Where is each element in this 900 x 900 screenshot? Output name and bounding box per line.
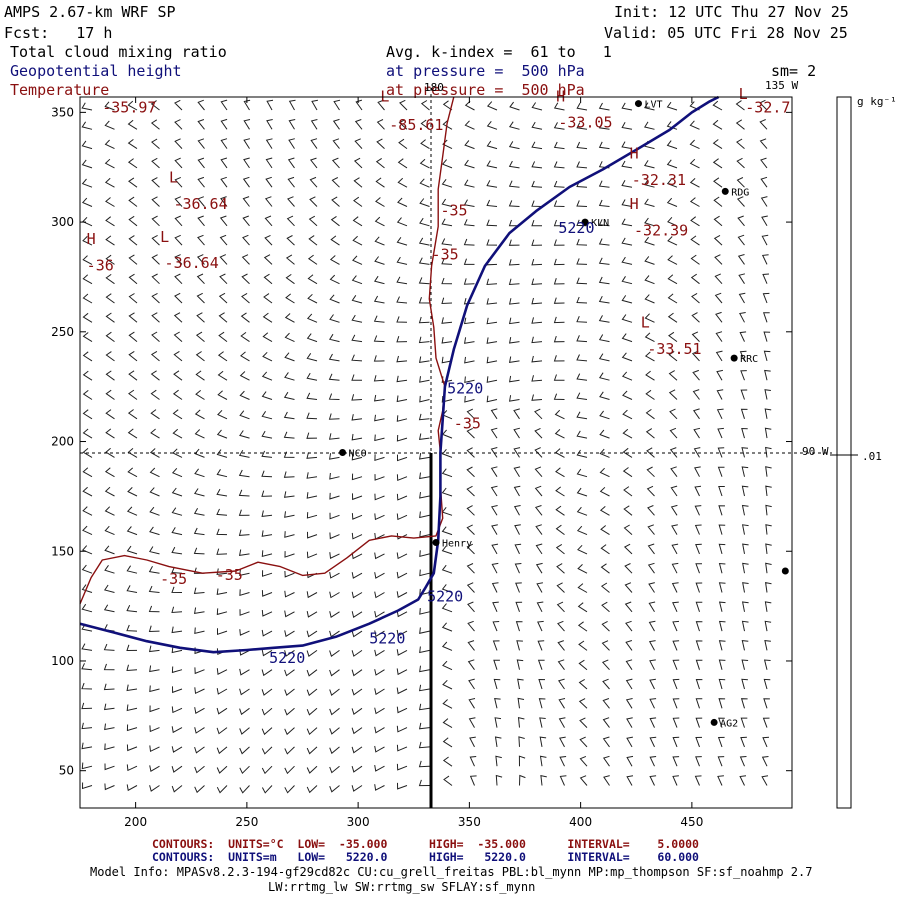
height-label-2: 5220	[427, 588, 463, 606]
temp-label-9: L	[169, 169, 178, 187]
y-tick-label-350: 350	[51, 105, 74, 119]
y-tick-label-200: 200	[51, 435, 74, 449]
field-temperature: Temperature	[10, 81, 110, 99]
temp-label-18: -35	[432, 245, 459, 263]
temp-label-12: -36	[87, 256, 114, 274]
y-tick-label-50: 50	[59, 764, 74, 778]
temp-label-23: -35	[160, 570, 187, 588]
colorbar	[836, 96, 852, 809]
pressure-level-temp: at pressure = 500 hPa	[386, 81, 585, 99]
init-time: Init: 12 UTC Thu 27 Nov 25	[614, 3, 849, 21]
series-temperature-contour	[79, 96, 455, 605]
station-label-nco: NCO	[349, 449, 367, 460]
y-tick-label-150: 150	[51, 544, 74, 558]
y-tick-label-100: 100	[51, 654, 74, 668]
station-dot-kln	[581, 218, 589, 226]
station-dot-nco	[339, 449, 347, 456]
temp-label-11: H	[87, 230, 96, 248]
station-label-lvt: LVT	[644, 100, 662, 111]
smoothing-label: sm= 2	[771, 62, 817, 80]
temp-label-22: -35	[216, 566, 243, 584]
temp-label-8: -32.31	[632, 171, 686, 189]
x-tick-label-250: 250	[235, 815, 258, 829]
forecast-hour: Fcst: 17 h	[4, 24, 113, 42]
temp-label-6: -32.7	[745, 98, 790, 116]
temp-label-16: -32.39	[634, 221, 688, 239]
station-dot-ag2	[710, 718, 718, 726]
lon-180-label: 180	[424, 81, 444, 94]
station-dot-henry	[432, 538, 440, 546]
temp-label-7: H	[630, 144, 639, 162]
model-title: AMPS 2.67-km WRF SP	[4, 3, 176, 21]
station-label-kln: KLN	[591, 218, 609, 229]
series-geopotential-height-contour	[79, 95, 720, 654]
lon-90-label: 90 W	[802, 445, 829, 458]
avg-k-index: Avg. k-index = 61 to 1	[386, 43, 612, 61]
field-geopotential: Geopotential height	[10, 62, 182, 80]
temp-label-21: -35	[454, 414, 481, 432]
station-dot-rrc	[730, 354, 738, 362]
temp-label-5: L	[739, 85, 748, 103]
colorbar-value: .01	[862, 450, 882, 463]
wind-barbs	[81, 99, 772, 794]
x-tick-label-450: 450	[680, 815, 703, 829]
temp-label-3: H	[556, 87, 565, 105]
plot-frame	[79, 96, 793, 809]
temp-label-4: -33.05	[558, 114, 612, 132]
station-label-ag2: AG2	[720, 718, 738, 729]
temp-label-13: L	[160, 228, 169, 246]
contour-series	[79, 95, 720, 654]
height-label-1: 5220	[447, 379, 483, 397]
pressure-level-height: at pressure = 500 hPa	[386, 62, 585, 80]
x-tick-label-200: 200	[124, 815, 147, 829]
station-dot-rdg	[721, 187, 729, 195]
temp-label-10: -36.64	[173, 195, 227, 213]
temp-label-20: -33.51	[647, 340, 701, 358]
temp-label-14: -36.64	[165, 254, 219, 272]
temp-label-1: L	[380, 87, 389, 105]
height-label-4: 5220	[269, 649, 305, 667]
contours-temperature-info: CONTOURS: UNITS=°C LOW= -35.000 HIGH= -3…	[152, 837, 699, 851]
station-label-rrc: RRC	[740, 354, 758, 365]
x-tick-label-400: 400	[569, 815, 592, 829]
station-label-rdg: RDG	[731, 187, 749, 198]
contour-labels: -35.97L-85.61H-33.05L-32.7H-32.31L-36.64…	[87, 85, 791, 667]
temp-label-17: -35	[440, 202, 467, 220]
x-tick-label-300: 300	[347, 815, 370, 829]
station-markers: LVT RDG KLN RRC NCO Henry AG2	[339, 100, 789, 729]
chart-axes: 200 250 300 350 400 450 50 100 150 200 250 300 350	[51, 96, 793, 829]
y-tick-label-300: 300	[51, 215, 74, 229]
height-label-0: 5220	[558, 219, 594, 237]
model-info-line1: Model Info: MPASv8.2.3-194-gf29cd82c CU:…	[90, 865, 813, 879]
station-label-henry: Henry	[442, 538, 472, 549]
temp-label-2: -85.61	[389, 116, 443, 134]
valid-time: Valid: 05 UTC Fri 28 Nov 25	[604, 24, 848, 42]
temp-label-19: L	[641, 313, 650, 331]
temp-label-15: H	[630, 195, 639, 213]
temp-label-0: -35.97	[102, 98, 156, 116]
wind-barb-field	[81, 99, 772, 794]
colorbar-unit: g kg⁻¹	[857, 95, 897, 108]
station-dot-6	[781, 567, 789, 575]
field-cloud-mixing: Total cloud mixing ratio	[10, 43, 227, 61]
lon-135-label: 135 W	[765, 79, 799, 92]
contours-height-info: CONTOURS: UNITS=m LOW= 5220.0 HIGH= 5220…	[152, 850, 699, 864]
height-label-3: 5220	[369, 629, 405, 647]
y-tick-label-250: 250	[51, 325, 74, 339]
model-info-line2: LW:rrtmg_lw SW:rrtmg_sw SFLAY:sf_mynn	[268, 880, 536, 894]
station-dot-lvt	[634, 100, 642, 108]
x-tick-label-350: 350	[458, 815, 481, 829]
